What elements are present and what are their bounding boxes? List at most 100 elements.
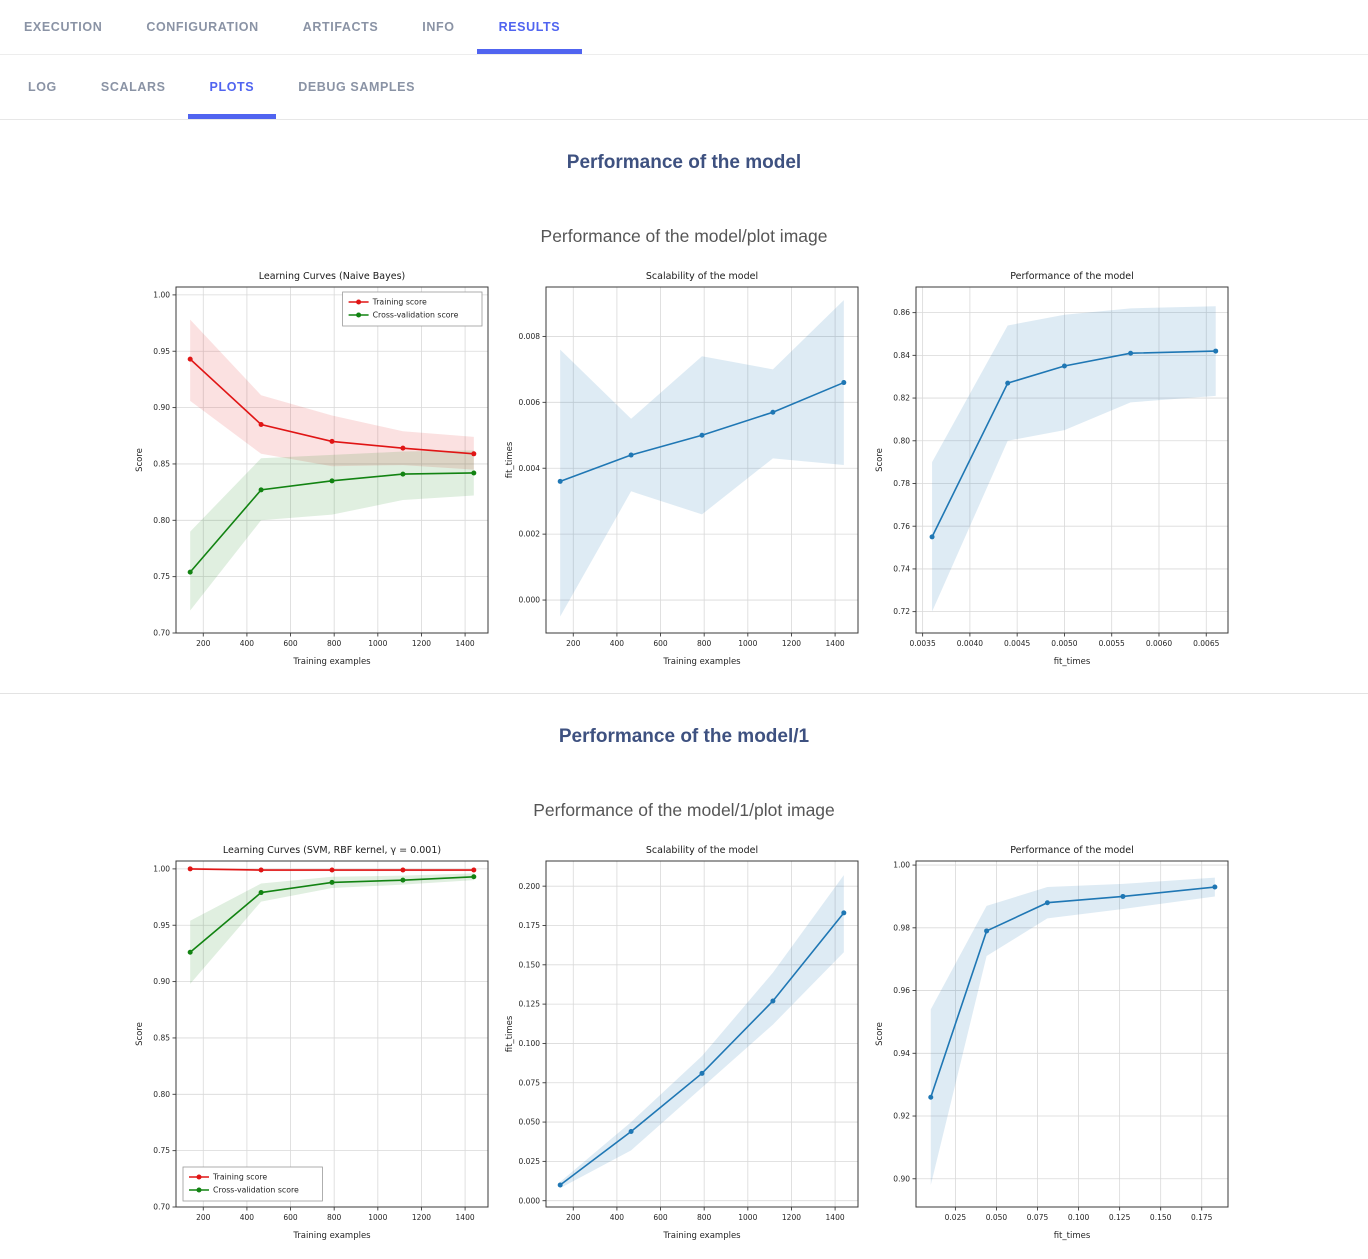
svg-text:Learning Curves (Naive Bayes): Learning Curves (Naive Bayes) <box>259 271 405 282</box>
plot-image-learning-curves-svm[interactable]: 200 400 600 800 1000 1200 1400 0.70 0.75 0.80 0.85… <box>130 841 498 1243</box>
svg-text:0.90: 0.90 <box>893 1174 910 1183</box>
charts-row: 200 400 600 800 1000 1200 1400 0.70 0.75 0.80 0.85… <box>0 841 1368 1259</box>
plot-section-performance: Performance of the model Performance of … <box>0 120 1368 685</box>
svg-text:Training score: Training score <box>372 298 427 307</box>
svg-text:400: 400 <box>610 639 625 648</box>
svg-text:0.70: 0.70 <box>153 1203 170 1212</box>
svg-text:0.0040: 0.0040 <box>957 639 983 648</box>
svg-text:Score: Score <box>875 1022 885 1046</box>
svg-text:1400: 1400 <box>456 1213 475 1222</box>
svg-text:Performance of the model: Performance of the model <box>1010 845 1134 856</box>
svg-text:0.95: 0.95 <box>153 921 170 930</box>
results-subtab-bar: LOG SCALARS PLOTS DEBUG SAMPLES <box>0 55 1368 120</box>
svg-text:0.72: 0.72 <box>893 607 910 616</box>
plot-image-performance[interactable]: 0.025 0.050 0.075 0.100 0.125 0.150 0.175 0.90 0… <box>870 841 1238 1243</box>
tab-artifacts[interactable]: ARTIFACTS <box>302 20 379 34</box>
svg-text:1200: 1200 <box>412 639 431 648</box>
plot-image-scalability[interactable]: 200 400 600 800 1000 1200 1400 0.000 0.025 0.050 0… <box>500 841 868 1243</box>
svg-text:0.86: 0.86 <box>893 308 910 317</box>
svg-text:Training examples: Training examples <box>662 657 741 667</box>
svg-text:0.075: 0.075 <box>519 1078 541 1087</box>
svg-text:1400: 1400 <box>826 1213 845 1222</box>
svg-text:Score: Score <box>875 448 885 472</box>
svg-text:1.00: 1.00 <box>893 861 910 870</box>
plot-image-scalability[interactable]: 200 400 600 800 1000 1200 1400 0.000 0.002 0.004 0… <box>500 267 868 669</box>
svg-text:0.74: 0.74 <box>893 565 910 574</box>
svg-text:Training examples: Training examples <box>662 1231 741 1241</box>
svg-text:0.175: 0.175 <box>1191 1213 1213 1222</box>
task-tab-bar: EXECUTION CONFIGURATION ARTIFACTS INFO R… <box>0 0 1368 55</box>
svg-text:0.80: 0.80 <box>153 1090 170 1099</box>
svg-text:0.0065: 0.0065 <box>1193 639 1219 648</box>
svg-text:0.175: 0.175 <box>519 921 541 930</box>
subtab-scalars[interactable]: SCALARS <box>100 80 166 94</box>
svg-text:1000: 1000 <box>368 639 387 648</box>
charts-row: 200 400 600 800 1000 1200 1400 0.70 0.75 0.80 0.85… <box>0 267 1368 685</box>
svg-text:1400: 1400 <box>826 639 845 648</box>
svg-text:1000: 1000 <box>368 1213 387 1222</box>
svg-text:0.0050: 0.0050 <box>1051 639 1077 648</box>
tab-configuration[interactable]: CONFIGURATION <box>146 20 259 34</box>
svg-text:Scalability of the model: Scalability of the model <box>646 271 758 282</box>
svg-text:0.075: 0.075 <box>1027 1213 1049 1222</box>
svg-text:1000: 1000 <box>738 639 757 648</box>
svg-text:0.050: 0.050 <box>986 1213 1008 1222</box>
svg-text:0.200: 0.200 <box>519 882 541 891</box>
svg-text:Training score: Training score <box>212 1173 267 1182</box>
subtab-log[interactable]: LOG <box>28 80 57 94</box>
svg-text:0.70: 0.70 <box>153 629 170 638</box>
svg-text:800: 800 <box>327 639 342 648</box>
plot-image-learning-curves-naive-bayes[interactable]: 200 400 600 800 1000 1200 1400 0.70 0.75 0.80 0.85… <box>130 267 498 669</box>
svg-text:1200: 1200 <box>782 1213 801 1222</box>
svg-text:0.90: 0.90 <box>153 977 170 986</box>
tab-info[interactable]: INFO <box>422 20 455 34</box>
plot-image-performance[interactable]: 0.0035 0.0040 0.0045 0.0050 0.0055 0.0060 0.00… <box>870 267 1238 669</box>
svg-text:0.150: 0.150 <box>1150 1213 1172 1222</box>
svg-text:0.96: 0.96 <box>893 986 910 995</box>
svg-text:Cross-validation score: Cross-validation score <box>213 1186 299 1195</box>
svg-text:0.000: 0.000 <box>519 1196 541 1205</box>
svg-text:1200: 1200 <box>782 639 801 648</box>
svg-text:0.006: 0.006 <box>519 398 541 407</box>
plot-group-title: Performance of the model/1/plot image <box>533 800 835 820</box>
svg-text:fit_times: fit_times <box>505 441 515 478</box>
svg-text:0.82: 0.82 <box>893 394 910 403</box>
svg-text:0.0045: 0.0045 <box>1004 639 1030 648</box>
svg-text:0.92: 0.92 <box>893 1112 910 1121</box>
svg-text:600: 600 <box>653 639 668 648</box>
svg-text:0.100: 0.100 <box>519 1039 541 1048</box>
svg-text:Training examples: Training examples <box>292 657 371 667</box>
svg-text:0.98: 0.98 <box>893 923 910 932</box>
svg-text:0.85: 0.85 <box>153 1034 170 1043</box>
svg-text:200: 200 <box>566 1213 581 1222</box>
svg-text:0.78: 0.78 <box>893 479 910 488</box>
svg-text:400: 400 <box>240 1213 255 1222</box>
svg-text:1000: 1000 <box>738 1213 757 1222</box>
svg-text:fit_times: fit_times <box>1054 1231 1091 1241</box>
svg-text:0.75: 0.75 <box>153 1146 170 1155</box>
svg-text:600: 600 <box>283 1213 298 1222</box>
plot-section-performance-1: Performance of the model/1 Performance o… <box>0 694 1368 1259</box>
svg-text:200: 200 <box>566 639 581 648</box>
svg-text:0.0035: 0.0035 <box>909 639 935 648</box>
svg-text:fit_times: fit_times <box>505 1015 515 1052</box>
tab-results[interactable]: RESULTS <box>476 0 583 54</box>
svg-text:1400: 1400 <box>456 639 475 648</box>
svg-text:0.75: 0.75 <box>153 572 170 581</box>
svg-text:0.80: 0.80 <box>153 516 170 525</box>
svg-text:800: 800 <box>327 1213 342 1222</box>
svg-text:0.050: 0.050 <box>519 1118 541 1127</box>
svg-text:0.0060: 0.0060 <box>1146 639 1172 648</box>
svg-text:0.008: 0.008 <box>519 332 541 341</box>
svg-text:0.76: 0.76 <box>893 522 910 531</box>
svg-text:800: 800 <box>697 639 712 648</box>
tab-execution[interactable]: EXECUTION <box>24 20 103 34</box>
svg-text:1200: 1200 <box>412 1213 431 1222</box>
subtab-plots[interactable]: PLOTS <box>187 55 277 119</box>
svg-text:0.150: 0.150 <box>519 960 541 969</box>
svg-text:fit_times: fit_times <box>1054 657 1091 667</box>
subtab-debug-samples[interactable]: DEBUG SAMPLES <box>298 80 416 94</box>
section-title: Performance of the model <box>566 152 802 173</box>
svg-text:Learning Curves (SVM, RBF kern: Learning Curves (SVM, RBF kernel, γ = 0.… <box>223 845 441 856</box>
svg-text:Score: Score <box>135 448 145 472</box>
